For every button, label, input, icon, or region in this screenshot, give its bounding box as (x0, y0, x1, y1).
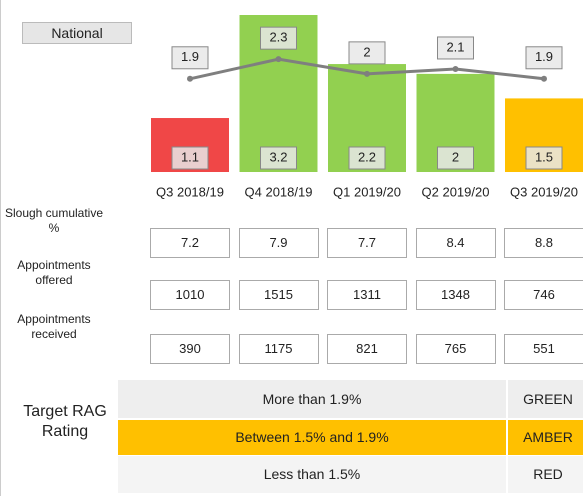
national-label: 2 (363, 44, 370, 59)
national-label-box (525, 46, 563, 70)
x-tick-label: Q4 2018/19 (245, 184, 313, 199)
bar-label: 2.2 (358, 149, 376, 164)
national-label-box (260, 26, 297, 50)
bar-label: 2 (452, 149, 459, 164)
bar-label: 1.1 (181, 149, 199, 164)
bar-label-box (171, 146, 209, 170)
x-tick-label: Q2 2019/20 (422, 184, 490, 199)
table-cell: 765 (415, 334, 496, 364)
x-tick-label: Q3 2018/19 (156, 184, 224, 199)
rag-range: Less than 1.5% (118, 456, 506, 493)
bar-label-box (437, 146, 474, 170)
row-label: Slough cumulative % (4, 206, 104, 235)
table-cell: 1175 (238, 334, 319, 364)
national-label: 2.3 (269, 30, 287, 45)
rag-rating: GREEN (508, 380, 583, 418)
frame (0, 0, 1, 496)
table-cell: 8.4 (415, 228, 496, 258)
national-label: 1.9 (181, 49, 199, 64)
rag-title: Target RAG Rating (23, 403, 107, 440)
table-cell: 7.2 (150, 228, 230, 258)
row-label: Appointments received (17, 312, 91, 341)
table-cell: 390 (150, 334, 230, 364)
table-cell: 1515 (238, 280, 319, 310)
rag-rating: RED (508, 456, 583, 493)
bar-label-box (348, 146, 386, 170)
bar-label: 3.2 (269, 149, 287, 164)
national-point (541, 75, 547, 82)
national-label-box (437, 36, 474, 60)
national-label-box (171, 46, 209, 70)
national-label-box (348, 41, 386, 65)
table-cell: 821 (327, 334, 407, 364)
table-cell: 746 (504, 280, 583, 310)
national-point (364, 70, 370, 77)
rag-range: Between 1.5% and 1.9% (118, 420, 506, 455)
national-point (187, 75, 193, 82)
table-cell: 1311 (327, 280, 407, 310)
table-cell: 7.7 (327, 228, 407, 258)
table-cell: 7.9 (238, 228, 319, 258)
bar-label-box (260, 146, 297, 170)
x-tick-label: Q3 2019/20 (510, 184, 578, 199)
bar-label-box (525, 146, 563, 170)
x-tick-label: Q1 2019/20 (333, 184, 401, 199)
rag-range: More than 1.9% (118, 380, 506, 418)
table-cell: 551 (504, 334, 583, 364)
table-cell: 1010 (150, 280, 230, 310)
rag-rating: AMBER (508, 420, 583, 455)
table-cell: 8.8 (504, 228, 583, 258)
national-label: 2.1 (446, 39, 464, 54)
bar-label: 1.5 (535, 149, 553, 164)
national-label: 1.9 (535, 49, 553, 64)
table-cell: 1348 (415, 280, 496, 310)
national-point (275, 56, 282, 63)
national-point (452, 65, 459, 72)
row-label: Appointments offered (17, 258, 91, 287)
legend-entry: National (22, 22, 132, 44)
